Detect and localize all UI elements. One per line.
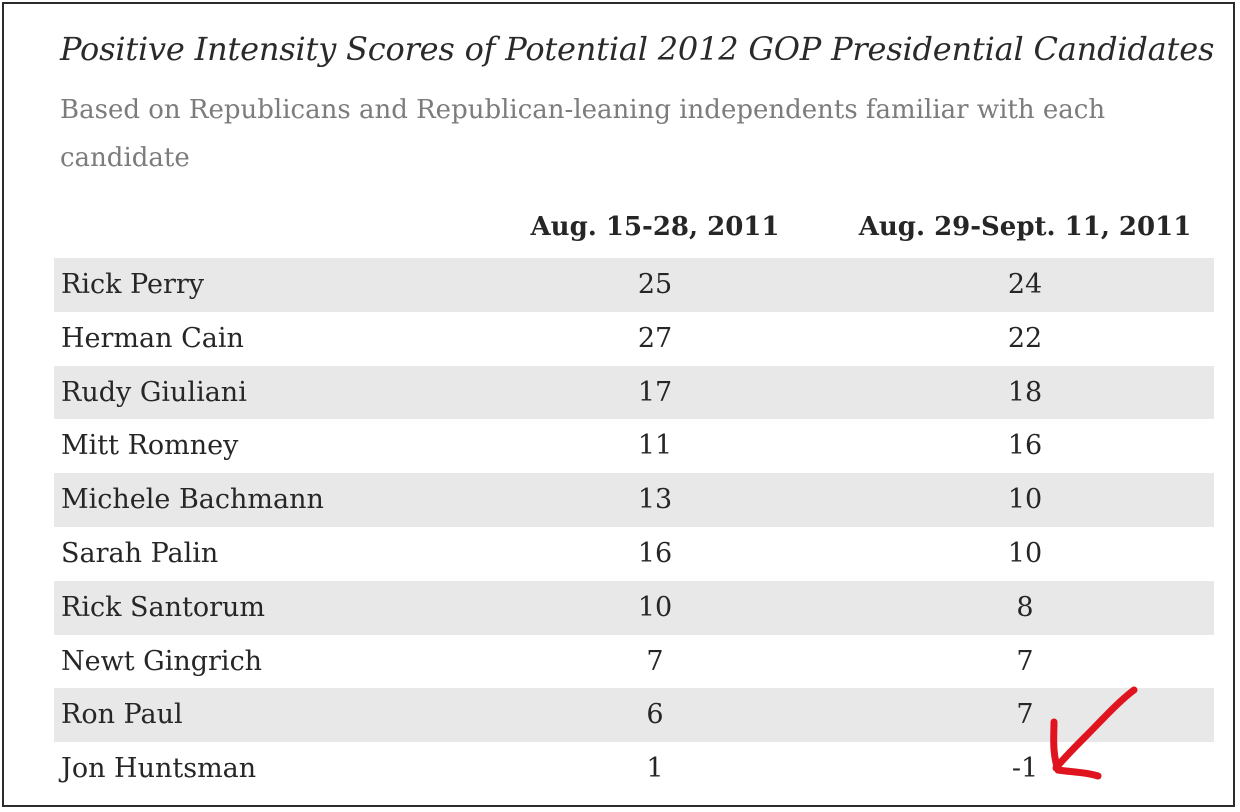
table-row: Mitt Romney 11 16 xyxy=(54,419,1214,473)
table-row: Michele Bachmann 13 10 xyxy=(54,473,1214,527)
scores-table: Rick Perry 25 24 Herman Cain 27 22 Rudy … xyxy=(54,258,1214,796)
candidate-name: Ron Paul xyxy=(61,699,183,731)
score-period-1: 17 xyxy=(637,376,673,408)
score-period-1: 6 xyxy=(646,699,664,731)
candidate-name: Michele Bachmann xyxy=(61,484,324,516)
score-period-2: 22 xyxy=(1007,322,1043,354)
red-arrow-icon xyxy=(1050,686,1138,780)
table-row: Ron Paul 6 7 xyxy=(54,688,1214,743)
score-period-1: 10 xyxy=(637,591,673,623)
table-row: Herman Cain 27 22 xyxy=(54,312,1214,366)
table-row: Newt Gingrich 7 7 xyxy=(54,635,1214,689)
score-period-1: 1 xyxy=(646,753,664,785)
score-period-2: 18 xyxy=(1007,376,1043,408)
candidate-name: Sarah Palin xyxy=(61,537,219,569)
score-period-2: 7 xyxy=(1016,699,1034,731)
candidate-name: Rick Santorum xyxy=(61,591,266,623)
candidate-name: Rick Perry xyxy=(61,269,205,300)
score-period-1: 27 xyxy=(637,322,673,354)
score-period-2: 16 xyxy=(1007,430,1043,462)
candidate-name: Newt Gingrich xyxy=(61,645,263,677)
score-period-2: 24 xyxy=(1007,269,1043,300)
score-period-2: -1 xyxy=(1011,753,1039,785)
candidate-name: Rudy Giuliani xyxy=(61,376,247,408)
chart-subtitle: Based on Republicans and Republican-lean… xyxy=(60,95,1106,173)
score-period-1: 13 xyxy=(637,484,673,516)
score-period-1: 25 xyxy=(637,269,673,300)
table-row: Rick Santorum 10 8 xyxy=(54,580,1214,635)
score-period-2: 10 xyxy=(1007,537,1043,569)
candidate-name: Jon Huntsman xyxy=(61,753,257,785)
score-period-2: 10 xyxy=(1007,484,1043,516)
table-row: Sarah Palin 16 10 xyxy=(54,527,1214,581)
table-row: Jon Huntsman 1 -1 xyxy=(54,742,1214,796)
score-period-2: 7 xyxy=(1016,645,1034,677)
score-period-1: 11 xyxy=(637,430,673,462)
table-row: Rick Perry 25 24 xyxy=(54,258,1214,312)
column-header-period-2: Aug. 29-Sept. 11, 2011 xyxy=(858,212,1192,242)
score-period-2: 8 xyxy=(1016,591,1034,623)
candidate-name: Mitt Romney xyxy=(61,430,239,462)
score-period-1: 16 xyxy=(637,537,673,569)
score-period-1: 7 xyxy=(646,645,664,677)
table-row: Rudy Giuliani 17 18 xyxy=(54,365,1214,420)
candidate-name: Herman Cain xyxy=(61,322,244,354)
column-header-period-1: Aug. 15-28, 2011 xyxy=(530,212,780,242)
chart-title: Positive Intensity Scores of Potential 2… xyxy=(60,30,1215,68)
